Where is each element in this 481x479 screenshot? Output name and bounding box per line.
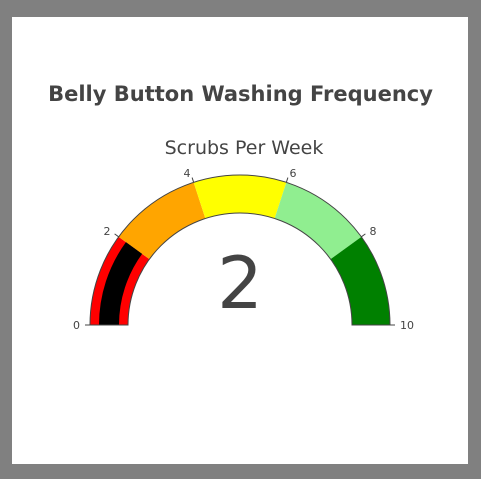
gauge-step-4 — [330, 236, 391, 325]
gauge-tick-label-0: 0 — [73, 319, 80, 332]
gauge-title: Scrubs Per Week — [165, 137, 324, 159]
gauge-value: 2 — [217, 241, 263, 325]
gauge-tick-label-4: 8 — [369, 225, 376, 238]
chart-card — [12, 17, 468, 464]
gauge-tick-label-5: 10 — [400, 319, 414, 332]
chart-title: Belly Button Washing Frequency — [48, 82, 433, 106]
gauge-tick-label-3: 6 — [289, 167, 296, 180]
gauge-tick-1 — [114, 233, 119, 238]
gauge-tick-4 — [361, 233, 366, 238]
gauge-bar — [99, 242, 143, 325]
gauge-tick-label-2: 4 — [184, 167, 191, 180]
gauge-tick-2 — [191, 177, 195, 183]
gauge-tick-3 — [285, 177, 289, 183]
gauge-step-1 — [118, 182, 206, 260]
gauge-ticks: 0 2 4 6 8 10 — [73, 167, 414, 332]
gauge-step-2 — [193, 174, 287, 219]
gauge-outline — [89, 174, 391, 326]
gauge-tick-label-1: 2 — [104, 225, 111, 238]
gauge-step-3 — [274, 182, 362, 260]
gauge-bar-group — [99, 242, 143, 325]
